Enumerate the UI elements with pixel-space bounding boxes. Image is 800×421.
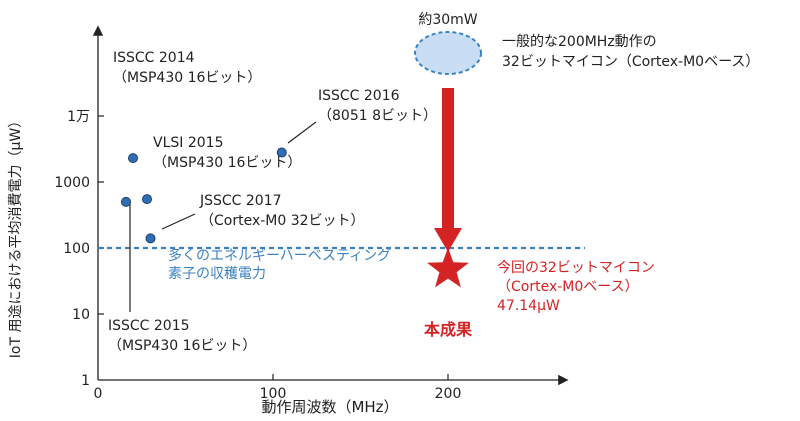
result-title: 本成果 xyxy=(424,320,472,339)
reduction-arrow-head xyxy=(434,228,462,252)
y-tick-label-4: 1万 xyxy=(67,109,90,125)
point-label-1-line-1: （MSP430 16ビット） xyxy=(153,155,301,171)
point-label-3-line-0: JSSCC 2017 xyxy=(199,193,282,209)
result-description-line-1: （Cortex-M0ベース） xyxy=(497,279,639,295)
result-marker: 本成果 今回の32ビットマイコン （Cortex-M0ベース） 47.14μW xyxy=(424,88,655,339)
point-label-4-line-1: （MSP430 16ビット） xyxy=(108,338,256,354)
y-tick-label-2: 100 xyxy=(63,241,90,257)
point-label-2-line-0: ISSCC 2016 xyxy=(318,88,400,104)
point-label-0-line-1: （MSP430 16ビット） xyxy=(113,70,261,86)
data-point-4 xyxy=(121,196,131,207)
mcu-region-top-label: 約30mW xyxy=(418,12,477,28)
x-axis-label: 動作周波数（MHz） xyxy=(261,398,398,416)
result-star xyxy=(427,247,469,288)
y-tick-label-0: 1 xyxy=(81,373,90,389)
y-ticks: 1 10 100 1000 1万 xyxy=(54,109,104,389)
x-tick-label-0: 0 xyxy=(94,386,103,402)
x-tick-label-1: 100 xyxy=(260,386,287,402)
harvesting-label-line-1: 素子の収穫電力 xyxy=(168,266,266,282)
y-tick-label-3: 1000 xyxy=(54,175,90,191)
data-point-3 xyxy=(145,233,156,244)
x-ticks: 0 100 200 xyxy=(94,374,462,402)
leader-line-2 xyxy=(287,121,317,144)
mcu-region-ellipse xyxy=(414,31,482,75)
y-axis-label: IoT 用途における平均消費電力（μW） xyxy=(7,114,24,358)
harvesting-label-line-0: 多くのエネルギーハーベスティング xyxy=(168,247,391,264)
mcu-region-label-line-0: 一般的な200MHz動作の xyxy=(502,34,657,50)
data-point-1 xyxy=(142,194,152,205)
reduction-arrow-shaft xyxy=(442,88,454,230)
point-label-2-line-1: （8051 8ビット） xyxy=(318,108,437,124)
point-label-3-line-1: （Cortex-M0 32ビット） xyxy=(200,213,365,229)
mcu-region: 約30mW 一般的な200MHz動作の 32ビットマイコン（Cortex-M0ベース… xyxy=(414,12,759,75)
result-description-line-0: 今回の32ビットマイコン xyxy=(497,260,655,276)
point-label-4-line-0: ISSCC 2015 xyxy=(108,318,190,334)
data-point-0 xyxy=(128,153,138,164)
result-description-line-2: 47.14μW xyxy=(497,298,560,314)
mcu-region-label-line-1: 32ビットマイコン（Cortex-M0ベース） xyxy=(502,54,759,70)
point-label-0-line-0: ISSCC 2014 xyxy=(113,50,195,66)
y-tick-label-1: 10 xyxy=(72,307,90,323)
data-point-2 xyxy=(276,147,287,158)
axes xyxy=(92,25,569,386)
data-points: ISSCC 2014 （MSP430 16ビット） VLSI 2015 （MSP430… xyxy=(108,50,437,354)
leader-line-3 xyxy=(161,213,196,230)
x-tick-label-2: 200 xyxy=(435,386,462,402)
point-label-1-line-0: VLSI 2015 xyxy=(153,135,223,151)
